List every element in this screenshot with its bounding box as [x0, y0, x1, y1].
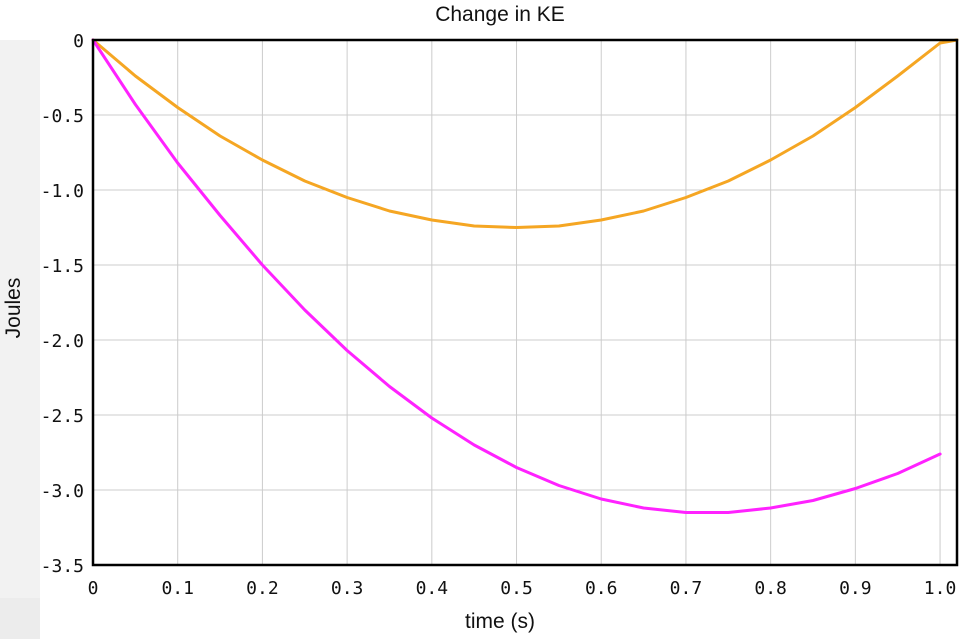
x-tick-label: 0 — [88, 578, 99, 599]
x-tick-label: 0.7 — [670, 578, 703, 599]
left-margin-panel — [0, 40, 40, 598]
y-tick-label: -2.0 — [41, 331, 84, 352]
x-tick-label: 0.4 — [416, 578, 449, 599]
x-tick-label: 0.1 — [161, 578, 194, 599]
y-tick-label: -1.0 — [41, 181, 84, 202]
bottom-corner-panel — [0, 598, 40, 639]
x-tick-label: 0.6 — [585, 578, 618, 599]
y-tick-label: -2.5 — [41, 406, 84, 427]
plot-background — [93, 40, 957, 565]
y-tick-label: -3.0 — [41, 481, 84, 502]
x-tick-label: 0.5 — [500, 578, 533, 599]
plot-border — [91, 38, 959, 567]
y-tick-label: -1.5 — [41, 256, 84, 277]
x-tick-label: 0.2 — [246, 578, 279, 599]
x-tick-label: 0.9 — [839, 578, 872, 599]
chart-title: Change in KE — [435, 3, 565, 26]
y-tick-label: -3.5 — [41, 556, 84, 577]
x-tick-label: 1.0 — [924, 578, 957, 599]
x-axis-label: time (s) — [465, 610, 535, 633]
series-line-1 — [91, 38, 959, 229]
x-tick-label: 0.3 — [331, 578, 364, 599]
series-line-2 — [91, 38, 942, 514]
y-tick-label: -0.5 — [41, 106, 84, 127]
x-tick-label: 0.8 — [754, 578, 787, 599]
y-tick-label: 0 — [73, 31, 84, 52]
